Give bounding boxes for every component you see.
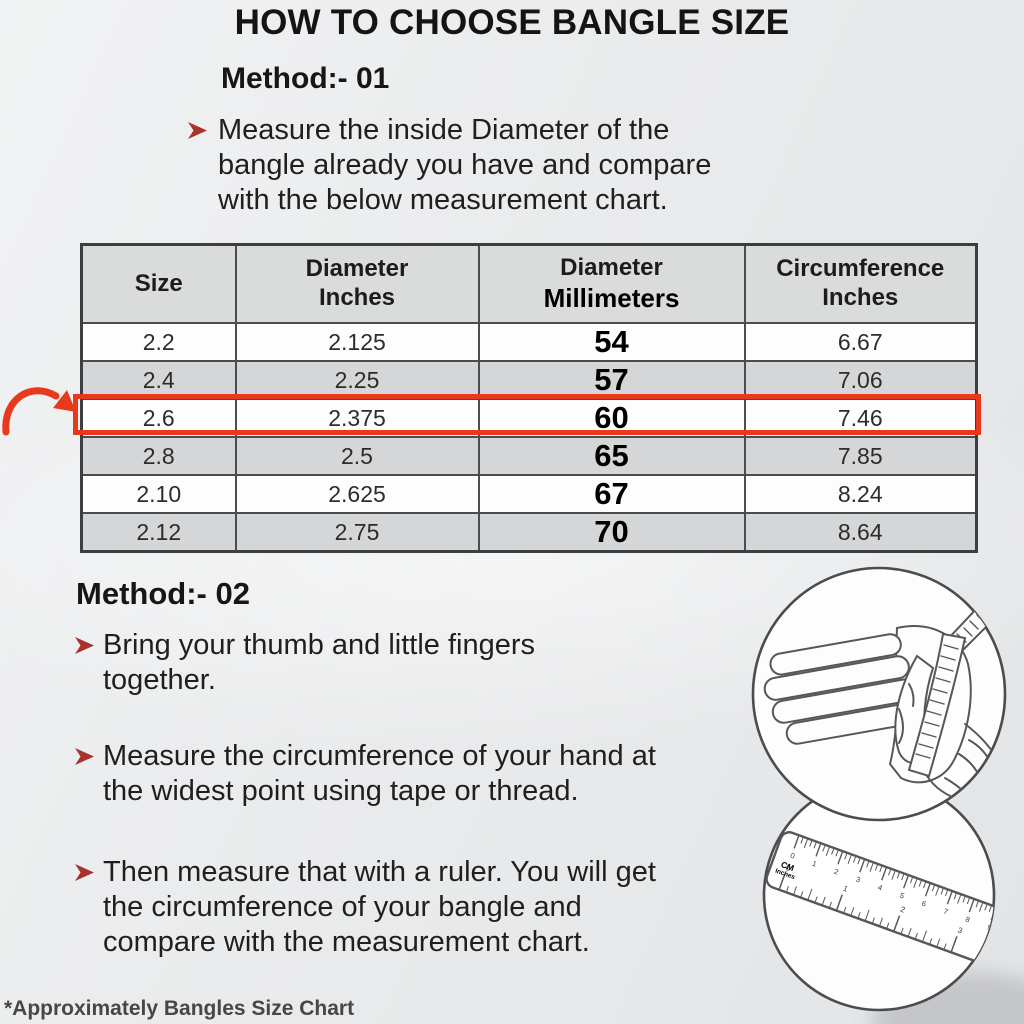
- bullet-arrow-icon: [75, 637, 94, 654]
- method-1-bullet: Measure the inside Diameter of the bangl…: [188, 113, 758, 218]
- method-2-heading: Method:- 02: [76, 576, 250, 611]
- cell-size: 2.12: [80, 512, 237, 553]
- table-row: 2.12 2.75 70 8.64: [80, 512, 978, 553]
- highlighted-row-outline: [73, 394, 981, 435]
- cell-diameter-mm: 65: [477, 436, 746, 476]
- method-1-bullet-text: Measure the inside Diameter of the bangl…: [218, 114, 712, 216]
- cell-circumference: 6.67: [743, 322, 978, 362]
- svg-text:1: 1: [842, 884, 850, 894]
- footnote: *Approximately Bangles Size Chart: [4, 997, 355, 1020]
- method-2-bullet-1-text: Bring your thumb and little fingers toge…: [103, 629, 535, 696]
- svg-text:5: 5: [899, 891, 906, 901]
- red-curved-arrow-icon: [2, 387, 76, 436]
- cell-diameter-mm: 67: [477, 474, 746, 514]
- header-line-bold: Millimeters: [543, 282, 680, 313]
- cell-size: 2.10: [80, 474, 237, 514]
- bullet-arrow-icon: [75, 748, 94, 765]
- table-row: 2.2 2.125 54 6.67: [80, 322, 978, 362]
- svg-text:3: 3: [956, 926, 964, 936]
- col-header-size: Size: [80, 243, 237, 324]
- method-2-bullet-2: Measure the circumference of your hand a…: [75, 739, 678, 809]
- table-row: 2.10 2.625 67 8.24: [80, 474, 978, 514]
- method-2-bullet-1: Bring your thumb and little fingers toge…: [75, 628, 623, 698]
- page-title: HOW TO CHOOSE BANGLE SIZE: [234, 3, 790, 42]
- cell-diameter-inches: 2.5: [234, 436, 480, 476]
- cell-diameter-inches: 2.25: [234, 360, 480, 400]
- svg-text:8: 8: [964, 915, 971, 925]
- header-line: Size: [134, 269, 183, 297]
- svg-text:1: 1: [811, 859, 818, 869]
- header-line: Inches: [318, 284, 396, 311]
- col-header-diameter-millimeters: Diameter Millimeters: [477, 243, 746, 324]
- svg-text:7: 7: [942, 907, 949, 917]
- ruler-cm-label: CM: [780, 859, 796, 873]
- table-row: 2.8 2.5 65 7.85: [80, 436, 978, 476]
- cell-circumference: 8.24: [743, 474, 978, 514]
- header-line: Diameter: [305, 255, 409, 283]
- cell-size: 2.2: [80, 322, 237, 362]
- cell-circumference: 7.85: [743, 436, 978, 476]
- col-header-diameter-inches: Diameter Inches: [234, 243, 480, 324]
- cell-diameter-inches: 2.625: [234, 474, 480, 514]
- bullet-arrow-icon: [188, 122, 207, 139]
- header-line: Inches: [822, 284, 899, 311]
- cell-diameter-mm: 54: [477, 322, 746, 362]
- svg-text:3: 3: [855, 875, 862, 885]
- svg-text:2: 2: [899, 905, 907, 915]
- cell-diameter-mm: 70: [477, 512, 746, 553]
- cell-circumference: 8.64: [743, 512, 978, 553]
- svg-text:4: 4: [877, 883, 884, 893]
- col-header-circumference-inches: Circumference Inches: [743, 243, 978, 324]
- bullet-arrow-icon: [75, 864, 94, 881]
- method-2-bullet-2-text: Measure the circumference of your hand a…: [103, 740, 656, 807]
- method-2-bullet-3-text: Then measure that with a ruler. You will…: [103, 856, 656, 958]
- cell-diameter-inches: 2.75: [234, 512, 480, 553]
- cell-diameter-inches: 2.125: [234, 322, 480, 362]
- hand-measuring-illustration: [751, 566, 1007, 822]
- svg-text:0: 0: [784, 863, 792, 873]
- table-header-row: Size Diameter Inches Diameter Millimeter…: [80, 243, 978, 324]
- method-1-heading: Method:- 01: [221, 62, 390, 95]
- method-2-bullet-3: Then measure that with a ruler. You will…: [75, 855, 681, 960]
- svg-text:6: 6: [920, 899, 927, 909]
- svg-text:0: 0: [789, 851, 796, 861]
- header-line: Circumference: [776, 255, 945, 283]
- cell-size: 2.8: [80, 436, 237, 476]
- svg-text:2: 2: [833, 867, 840, 877]
- header-line: Diameter: [560, 253, 663, 281]
